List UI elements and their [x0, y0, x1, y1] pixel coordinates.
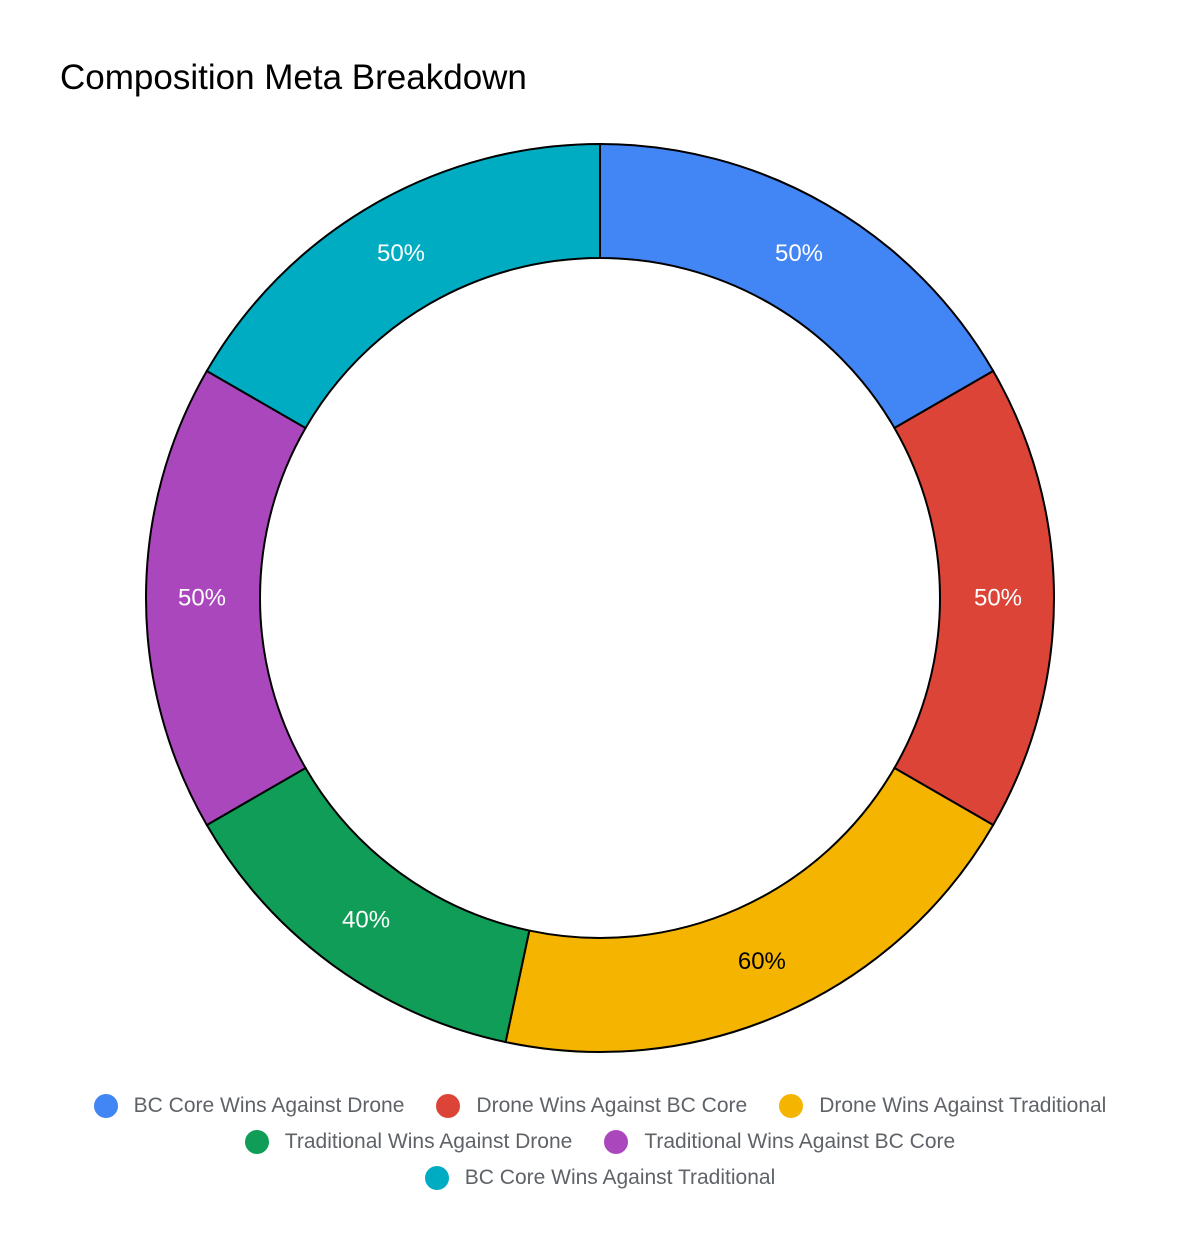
slice-data-label-2: 60% — [738, 948, 786, 975]
legend-row-2: Traditional Wins Against Drone Tradition… — [0, 1124, 1200, 1160]
donut-slice-2 — [504, 766, 995, 1053]
legend-label: Drone Wins Against BC Core — [476, 1094, 748, 1117]
legend-label: Traditional Wins Against BC Core — [644, 1130, 956, 1153]
legend-swatch — [93, 1094, 118, 1118]
legend-swatch — [244, 1130, 269, 1154]
legend-row-3: BC Core Wins Against Traditional — [0, 1160, 1200, 1196]
legend-label: Traditional Wins Against Drone — [284, 1130, 573, 1153]
legend-item-bc-core-vs-drone: BC Core Wins Against Drone — [93, 1094, 405, 1118]
legend-swatch — [424, 1166, 449, 1190]
legend-item-bc-core-vs-traditional: BC Core Wins Against Traditional — [424, 1166, 776, 1190]
donut-slice-0 — [599, 142, 995, 430]
slice-data-label-0: 50% — [775, 240, 823, 267]
slice-data-label-5: 50% — [377, 240, 425, 267]
legend-item-drone-vs-traditional: Drone Wins Against Traditional — [779, 1094, 1106, 1118]
slice-data-label-3: 40% — [342, 906, 390, 933]
donut-slice-5 — [205, 142, 601, 430]
donut-slice-3 — [205, 766, 531, 1044]
legend-label: BC Core Wins Against Traditional — [464, 1166, 776, 1189]
legend-label: BC Core Wins Against Drone — [133, 1094, 405, 1117]
legend-swatch — [436, 1094, 461, 1118]
legend-item-drone-vs-bc-core: Drone Wins Against BC Core — [436, 1094, 747, 1118]
chart-title: Composition Meta Breakdown — [60, 58, 527, 97]
slice-data-label-1: 50% — [974, 585, 1022, 612]
legend-swatch — [779, 1094, 804, 1118]
legend-swatch — [604, 1130, 629, 1154]
legend-row-1: BC Core Wins Against Drone Drone Wins Ag… — [0, 1088, 1200, 1124]
chart-legend: BC Core Wins Against Drone Drone Wins Ag… — [0, 1088, 1200, 1196]
legend-item-traditional-vs-bc-core: Traditional Wins Against BC Core — [604, 1130, 955, 1154]
slice-data-label-4: 50% — [178, 585, 226, 612]
legend-label: Drone Wins Against Traditional — [819, 1094, 1107, 1117]
legend-item-traditional-vs-drone: Traditional Wins Against Drone — [244, 1130, 573, 1154]
